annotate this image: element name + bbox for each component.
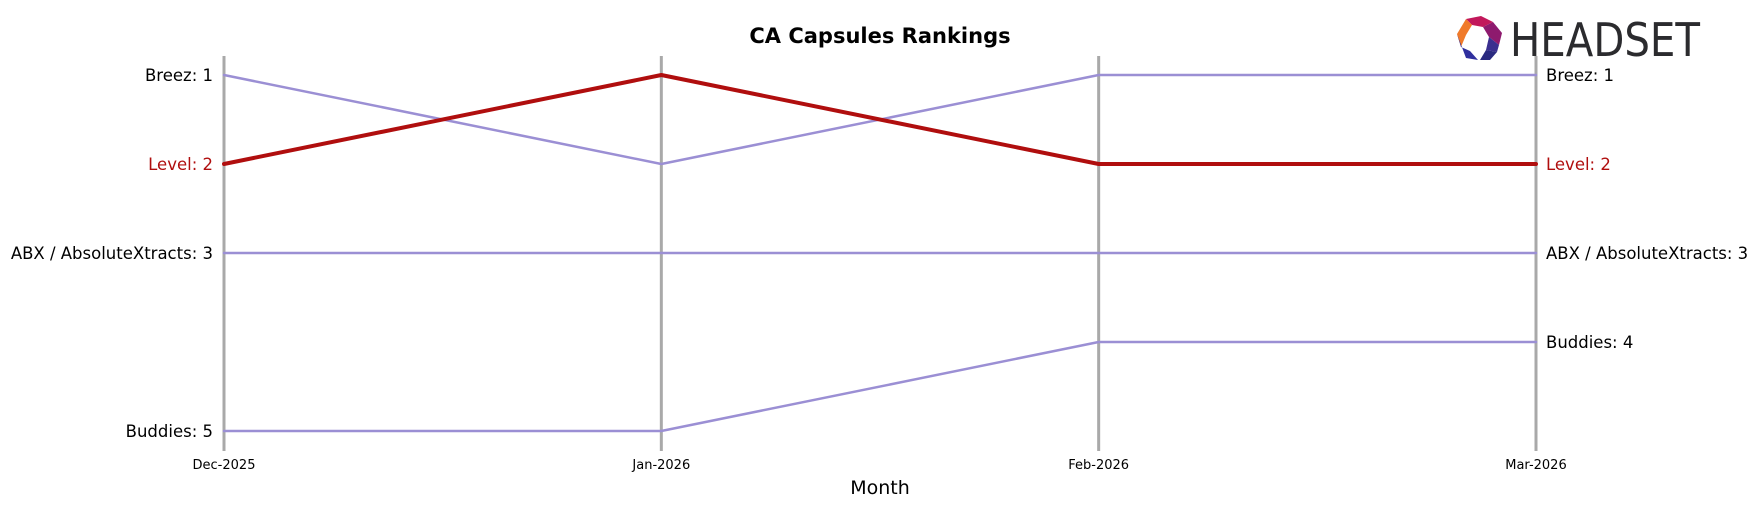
x-tick-label: Feb-2026	[1068, 458, 1129, 473]
series-line-buddies	[222, 340, 1538, 433]
x-tick-label: Mar-2026	[1505, 458, 1566, 473]
chart-title: CA Capsules Rankings	[749, 24, 1010, 48]
left-label-level: Level: 2	[148, 155, 213, 174]
right-label-buddies: Buddies: 4	[1546, 333, 1633, 352]
brand-name: HEADSET	[1510, 13, 1701, 67]
right-rank-labels: Breez: 1 Level: 2 ABX / AbsoluteXtracts: 3…	[1546, 66, 1748, 352]
headset-logo: HEADSET	[1457, 13, 1701, 67]
left-rank-labels: Breez: 1 Level: 2 ABX / AbsoluteXtracts: 3…	[11, 66, 213, 441]
series-lines	[222, 73, 1538, 433]
left-label-buddies: Buddies: 5	[126, 422, 213, 441]
x-axis-label: Month	[850, 477, 910, 499]
right-label-abx-absolutextracts: ABX / AbsoluteXtracts: 3	[1546, 244, 1748, 263]
left-label-abx-absolutextracts: ABX / AbsoluteXtracts: 3	[11, 244, 213, 263]
left-label-breez: Breez: 1	[145, 66, 213, 85]
x-tick-label: Jan-2026	[631, 458, 690, 473]
x-tick-label: Dec-2025	[193, 458, 256, 473]
right-label-level: Level: 2	[1546, 155, 1611, 174]
headset-logo-icon	[1457, 16, 1502, 60]
x-tick-labels: Dec-2025 Jan-2026 Feb-2026 Mar-2026	[193, 458, 1567, 473]
right-label-breez: Breez: 1	[1546, 66, 1614, 85]
series-line-level	[222, 73, 1538, 166]
